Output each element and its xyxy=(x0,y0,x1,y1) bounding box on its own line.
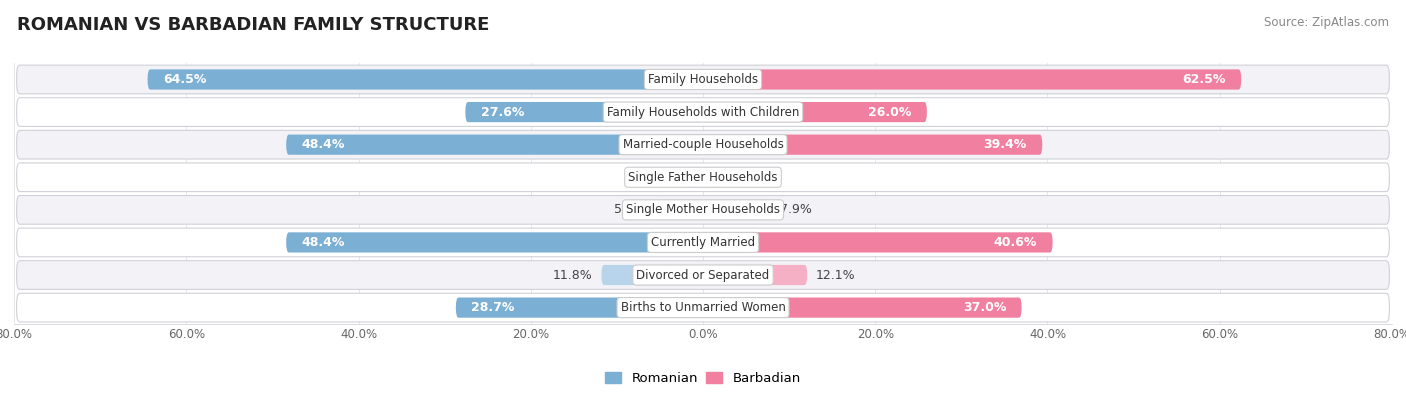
FancyBboxPatch shape xyxy=(17,130,1389,159)
Text: Family Households with Children: Family Households with Children xyxy=(607,105,799,118)
FancyBboxPatch shape xyxy=(685,167,703,187)
Text: 12.1%: 12.1% xyxy=(815,269,855,282)
Text: Single Mother Households: Single Mother Households xyxy=(626,203,780,216)
Text: Births to Unmarried Women: Births to Unmarried Women xyxy=(620,301,786,314)
FancyBboxPatch shape xyxy=(703,200,770,220)
Text: 28.7%: 28.7% xyxy=(471,301,515,314)
FancyBboxPatch shape xyxy=(148,70,703,90)
Text: Single Father Households: Single Father Households xyxy=(628,171,778,184)
FancyBboxPatch shape xyxy=(655,200,703,220)
Text: Divorced or Separated: Divorced or Separated xyxy=(637,269,769,282)
Text: 5.6%: 5.6% xyxy=(614,203,647,216)
Text: 37.0%: 37.0% xyxy=(963,301,1007,314)
FancyBboxPatch shape xyxy=(17,98,1389,126)
Text: 27.6%: 27.6% xyxy=(481,105,524,118)
Text: 62.5%: 62.5% xyxy=(1182,73,1226,86)
Text: 48.4%: 48.4% xyxy=(302,236,344,249)
Text: 11.8%: 11.8% xyxy=(553,269,593,282)
FancyBboxPatch shape xyxy=(456,297,703,318)
Text: 40.6%: 40.6% xyxy=(994,236,1038,249)
FancyBboxPatch shape xyxy=(703,167,721,187)
FancyBboxPatch shape xyxy=(17,228,1389,257)
FancyBboxPatch shape xyxy=(703,265,807,285)
Text: Married-couple Households: Married-couple Households xyxy=(623,138,783,151)
Text: Family Households: Family Households xyxy=(648,73,758,86)
FancyBboxPatch shape xyxy=(287,232,703,252)
FancyBboxPatch shape xyxy=(465,102,703,122)
FancyBboxPatch shape xyxy=(17,293,1389,322)
FancyBboxPatch shape xyxy=(17,65,1389,94)
FancyBboxPatch shape xyxy=(703,232,1053,252)
Legend: Romanian, Barbadian: Romanian, Barbadian xyxy=(600,367,806,390)
FancyBboxPatch shape xyxy=(17,196,1389,224)
Text: 64.5%: 64.5% xyxy=(163,73,207,86)
Text: Currently Married: Currently Married xyxy=(651,236,755,249)
Text: Source: ZipAtlas.com: Source: ZipAtlas.com xyxy=(1264,16,1389,29)
FancyBboxPatch shape xyxy=(17,261,1389,290)
FancyBboxPatch shape xyxy=(703,102,927,122)
FancyBboxPatch shape xyxy=(602,265,703,285)
Text: ROMANIAN VS BARBADIAN FAMILY STRUCTURE: ROMANIAN VS BARBADIAN FAMILY STRUCTURE xyxy=(17,16,489,34)
Text: 26.0%: 26.0% xyxy=(868,105,911,118)
Text: 39.4%: 39.4% xyxy=(984,138,1026,151)
Text: 48.4%: 48.4% xyxy=(302,138,344,151)
FancyBboxPatch shape xyxy=(17,163,1389,192)
FancyBboxPatch shape xyxy=(703,135,1042,155)
Text: 7.9%: 7.9% xyxy=(780,203,811,216)
FancyBboxPatch shape xyxy=(703,297,1022,318)
Text: 2.1%: 2.1% xyxy=(644,171,676,184)
Text: 2.2%: 2.2% xyxy=(731,171,762,184)
FancyBboxPatch shape xyxy=(287,135,703,155)
FancyBboxPatch shape xyxy=(703,70,1241,90)
